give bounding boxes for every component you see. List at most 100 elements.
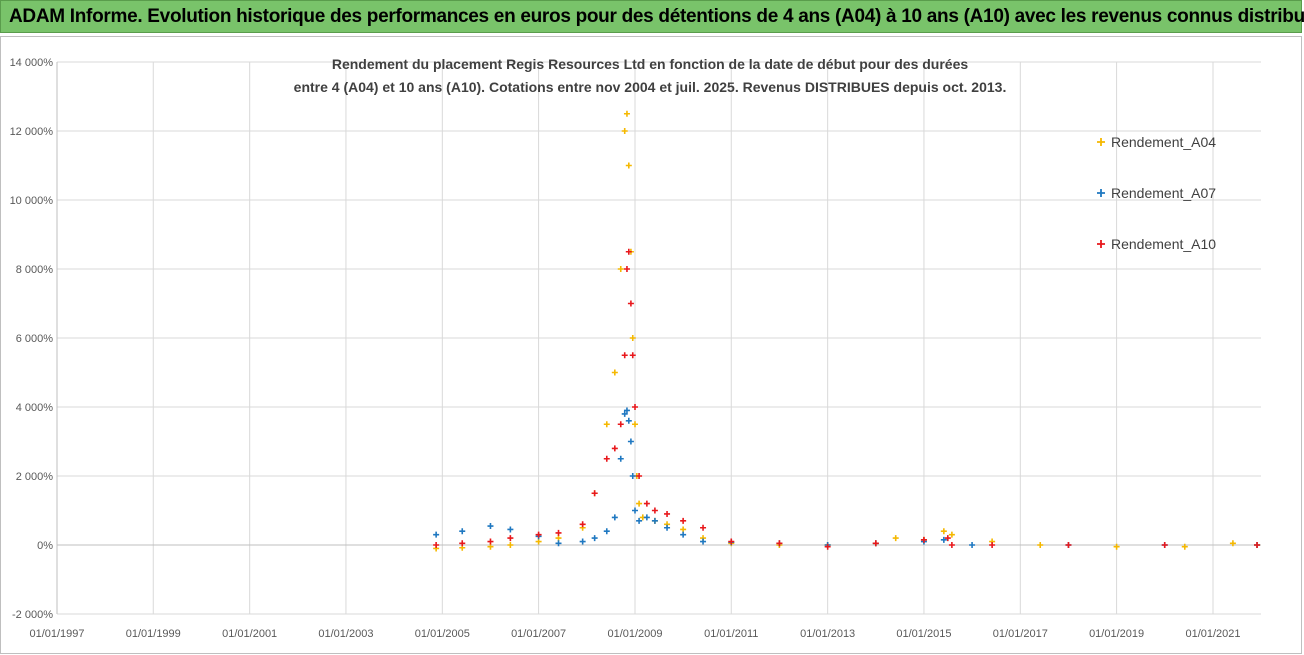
data-point [487,543,494,550]
data-point [579,521,586,528]
legend-label: Rendement_A04 [1111,134,1216,150]
data-point [680,531,687,538]
data-point [1254,542,1261,548]
data-point [636,473,643,479]
data-point [603,421,610,428]
x-tick-label: 01/01/2001 [222,628,277,640]
x-tick-label: 01/01/2017 [993,628,1048,640]
data-point [664,510,671,517]
x-tick-label: 01/01/2009 [607,628,662,640]
data-point [535,531,542,538]
data-point [872,540,879,547]
data-point [629,473,636,479]
data-point [555,540,562,547]
data-point [627,438,634,445]
data-point [535,538,542,545]
y-tick-label: 4 000% [16,402,54,414]
data-point [892,535,899,542]
y-tick-label: 8 000% [16,264,54,276]
data-point [579,538,586,545]
x-tick-label: 01/01/2005 [415,628,470,640]
data-point [433,542,440,548]
data-point [920,536,927,543]
data-point [631,421,638,428]
chart-title-line: entre 4 (A04) et 10 ans (A10). Cotations… [294,79,1007,95]
data-point [940,536,947,543]
data-point [611,514,618,521]
data-point [664,524,671,531]
x-tick-label: 01/01/2019 [1089,628,1144,640]
data-point [611,369,618,376]
banner-title: ADAM Informe. Evolution historique des p… [9,5,1304,27]
data-point [625,162,632,169]
data-point [433,531,440,538]
legend-marker [1097,189,1105,197]
data-point [948,531,955,538]
data-point [631,404,638,410]
chart-frame [0,36,1302,654]
chart-title: Rendement du placement Regis Resources L… [294,56,1007,95]
legend-marker [1097,240,1105,248]
x-axis: 01/01/1997 01/01/1999 01/01/2001 01/01/2003… [29,628,1240,640]
data-point [651,517,658,524]
chart-title-line: Rendement du placement Regis Resources L… [332,56,969,72]
data-point [591,535,598,542]
data-point [651,507,658,514]
y-tick-label: 0% [37,540,53,552]
y-axis: 14 000% 12 000% 10 000% 8 000% 6 000% 4 000% 2… [10,57,54,621]
chart-grid [56,61,1261,615]
data-point [507,535,514,542]
data-point [617,455,624,462]
data-point [636,517,643,524]
data-point [728,538,735,545]
data-point [1229,540,1236,547]
x-tick-label: 01/01/2007 [511,628,566,640]
data-point [643,514,650,521]
data-point [944,535,951,542]
data-point [621,128,628,134]
legend-marker [1097,138,1105,146]
data-point [940,528,947,535]
data-point [487,538,494,545]
report-banner: ADAM Informe. Evolution historique des p… [0,0,1304,33]
data-point [611,445,618,452]
data-point [459,540,466,547]
data-point [625,248,632,255]
data-point [969,542,976,548]
y-tick-label: 10 000% [10,195,54,207]
data-point [487,523,494,530]
legend-label: Rendement_A10 [1111,236,1216,252]
data-point [623,266,630,272]
data-point [1161,542,1168,548]
data-point [680,526,687,533]
series-Rendement_A10 [433,248,1261,550]
data-point [603,528,610,535]
data-point [700,538,707,545]
data-point [948,542,955,548]
y-tick-label: 14 000% [10,57,54,69]
data-point [680,517,687,524]
data-point [776,540,783,547]
y-tick-label: -2 000% [12,609,53,621]
x-tick-label: 01/01/1999 [126,628,181,640]
data-point [631,507,638,514]
data-point [507,542,514,548]
data-point [1037,542,1044,548]
data-point [591,490,598,497]
data-point [629,352,636,359]
series-Rendement_A04 [433,110,1261,552]
series-Rendement_A07 [433,407,1261,548]
data-point [636,500,643,507]
data-point [824,543,831,550]
data-point [603,455,610,462]
x-tick-label: 01/01/2015 [896,628,951,640]
data-point [625,417,632,424]
data-point [1113,543,1120,550]
data-point [989,542,996,548]
data-point [1065,542,1072,548]
y-tick-label: 12 000% [10,126,54,138]
plot-area [433,110,1261,552]
x-tick-label: 01/01/1997 [29,628,84,640]
data-point [459,528,466,535]
